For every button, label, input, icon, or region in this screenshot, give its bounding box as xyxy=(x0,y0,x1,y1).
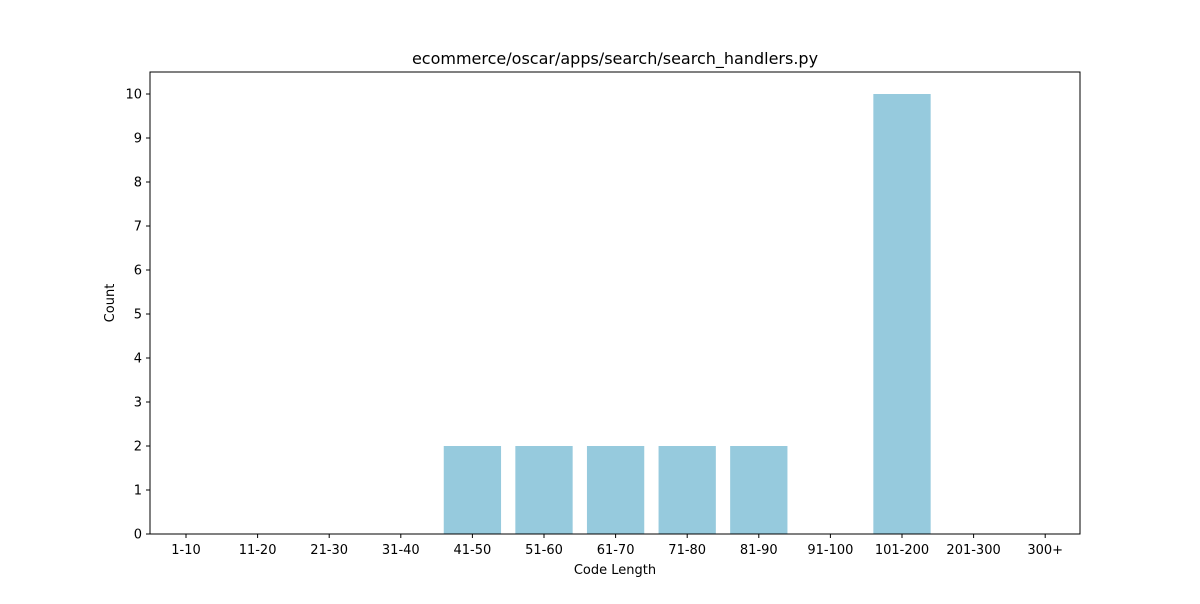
bar-41-50 xyxy=(443,446,502,534)
y-tick-label: 6 xyxy=(134,264,142,279)
y-tick-label: 1 xyxy=(134,484,142,499)
x-axis-label: Code Length xyxy=(574,563,656,578)
y-tick-label: 4 xyxy=(134,352,142,367)
bars-group xyxy=(443,94,931,534)
plot-frame xyxy=(149,71,1081,535)
y-tick-label: 10 xyxy=(125,88,142,103)
x-tick-label: 1-10 xyxy=(171,543,201,558)
x-tick-label: 51-60 xyxy=(525,543,563,558)
bar-101-200 xyxy=(873,94,931,534)
x-tick-label: 300+ xyxy=(1027,543,1063,558)
chart-title: ecommerce/oscar/apps/search/search_handl… xyxy=(412,49,818,69)
x-tick-label: 41-50 xyxy=(454,543,492,558)
y-tick-label: 9 xyxy=(134,132,142,147)
bar-81-90 xyxy=(730,446,788,534)
x-tick-label: 71-80 xyxy=(668,543,706,558)
y-tick-label: 3 xyxy=(134,396,142,411)
bar-71-80 xyxy=(658,446,716,534)
y-axis-label: Count xyxy=(103,284,118,323)
y-tick-label: 0 xyxy=(134,528,142,543)
x-tick-label: 101-200 xyxy=(875,543,929,558)
x-tick-label: 31-40 xyxy=(382,543,420,558)
y-axis-ticks: 0 1 2 3 4 5 6 7 8 9 10 xyxy=(125,88,150,543)
x-tick-label: 21-30 xyxy=(310,543,348,558)
y-tick-label: 2 xyxy=(134,440,142,455)
bar-61-70 xyxy=(586,446,645,534)
x-tick-label: 11-20 xyxy=(239,543,277,558)
x-tick-label: 201-300 xyxy=(946,543,1000,558)
x-tick-label: 61-70 xyxy=(597,543,635,558)
x-axis-ticks: 1-10 11-20 21-30 31-40 41-50 51-60 61-70 71-80 8… xyxy=(171,534,1063,558)
x-tick-label: 91-100 xyxy=(807,543,853,558)
bar-51-60 xyxy=(515,446,573,534)
x-tick-label: 81-90 xyxy=(740,543,778,558)
y-tick-label: 8 xyxy=(134,176,142,191)
y-tick-label: 7 xyxy=(134,220,142,235)
y-tick-label: 5 xyxy=(134,308,142,323)
